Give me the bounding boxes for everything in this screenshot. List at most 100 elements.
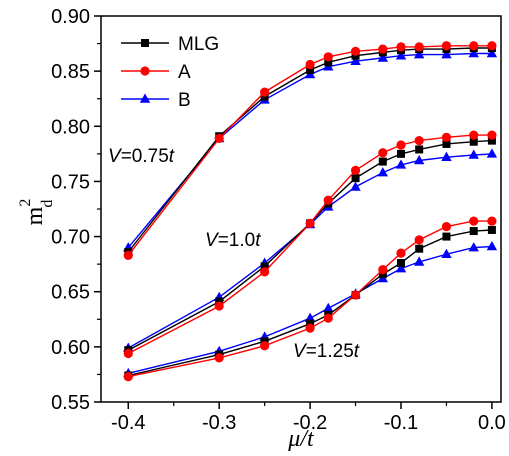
legend-marker-a — [140, 66, 150, 76]
data-point-a-2-5 — [323, 195, 333, 205]
svg-text:m2d: m2 d — [17, 199, 56, 226]
series-group-3 — [123, 216, 498, 382]
data-point-a-3-5 — [323, 313, 333, 323]
x-tick-label-4: -0.1 — [384, 412, 418, 434]
data-point-a-1-3 — [260, 87, 270, 97]
data-point-a-2-12 — [487, 130, 497, 140]
annotation-v075-v: V — [108, 146, 123, 167]
data-point-a-1-6 — [350, 46, 361, 56]
annotation-v075-value: =0.75 — [121, 146, 169, 167]
data-point-a-3-8 — [396, 248, 406, 258]
annotation-v125-v: V — [293, 341, 308, 362]
data-point-a-2-7 — [378, 148, 388, 158]
x-axis-title: μ/t — [287, 426, 315, 452]
series-group-2 — [123, 130, 498, 359]
annotation-v125: V=1.25t — [293, 341, 360, 362]
data-point-a-1-8 — [396, 42, 406, 52]
data-point-mlg-2-3 — [260, 262, 269, 271]
data-point-b-2-6 — [350, 181, 361, 191]
data-point-b-1-11 — [468, 47, 479, 58]
data-point-b-1-12 — [486, 47, 498, 58]
data-point-mlg-3-10 — [442, 232, 451, 241]
data-point-b-2-12 — [486, 148, 498, 158]
data-point-a-2-1 — [123, 348, 133, 359]
series-line-mlg-2 — [127, 139, 492, 351]
data-point-a-1-1 — [123, 250, 133, 260]
data-point-a-3-4 — [305, 323, 315, 333]
legend-marker-mlg — [141, 39, 149, 47]
data-point-a-1-7 — [378, 44, 388, 54]
data-point-a-3-6 — [350, 290, 361, 300]
data-point-b-3-11 — [468, 242, 479, 252]
data-point-mlg-2-10 — [442, 139, 451, 148]
y-tick-label-6: 0.80 — [51, 116, 90, 138]
data-point-b-2-10 — [441, 151, 452, 161]
axis-tick-labels: -0.4 -0.3 -0.2 -0.1 0.0 0.55 0.60 0.65 0.70 0.75 0… — [51, 6, 506, 434]
legend: MLG AB — [121, 34, 219, 111]
data-point-b-3-12 — [486, 240, 498, 251]
data-point-a-3-11 — [469, 216, 479, 226]
data-point-a-1-9 — [414, 42, 424, 52]
data-point-b-1-9 — [413, 49, 425, 59]
data-point-mlg-3-8 — [397, 259, 405, 268]
data-point-a-2-3 — [260, 267, 270, 277]
x-tick-label-2: -0.3 — [202, 412, 236, 434]
data-point-a-1-10 — [441, 41, 452, 51]
data-point-mlg-2-8 — [397, 149, 405, 158]
data-point-mlg-2-6 — [351, 174, 360, 183]
series-line-a-3 — [128, 220, 492, 378]
data-point-mlg-1-4 — [306, 66, 315, 75]
y-axis-title: m2 d — [17, 199, 56, 226]
series-line-mlg-3 — [128, 229, 492, 377]
y-axis-title-sup: 2 — [17, 199, 34, 207]
data-point-mlg-1-5 — [324, 58, 333, 67]
data-point-b-1-6 — [350, 55, 361, 66]
data-point-mlg-2-9 — [415, 145, 424, 154]
legend-item-a: A — [121, 62, 191, 83]
data-point-a-2-9 — [414, 136, 424, 146]
annotation-v125-value: =1.25 — [306, 341, 354, 362]
data-point-a-1-12 — [487, 41, 497, 51]
y-tick-label-5: 0.75 — [51, 171, 90, 193]
data-point-a-3-12 — [487, 216, 497, 226]
annotation-v125-t: t — [354, 341, 360, 362]
legend-item-b: B — [121, 90, 191, 111]
data-point-b-3-10 — [441, 248, 452, 259]
data-point-mlg-2-12 — [487, 136, 496, 145]
data-point-b-3-8 — [395, 263, 407, 273]
data-point-b-1-8 — [395, 50, 407, 60]
data-point-mlg-3-9 — [415, 244, 424, 253]
data-point-b-3-5 — [323, 302, 334, 313]
series-group-1 — [123, 41, 498, 260]
annotation-v075-t: t — [169, 146, 175, 167]
y-axis-title-sub: d — [39, 200, 56, 208]
data-point-b-2-11 — [468, 149, 479, 159]
data-point-a-3-10 — [441, 222, 452, 232]
legend-label-mlg: MLG — [178, 34, 219, 55]
data-point-a-2-11 — [469, 130, 479, 140]
x-tick-label-5: 0.0 — [478, 412, 506, 434]
series-line-b-1 — [127, 52, 492, 249]
data-point-mlg-2-7 — [378, 157, 387, 166]
annotation-v10-v: V — [205, 230, 220, 251]
data-point-a-3-3 — [260, 341, 270, 351]
annotation-v10-value: =1.0 — [218, 230, 256, 251]
legend-label-b: B — [178, 90, 191, 111]
plot-area — [123, 41, 498, 382]
x-tick-label-1: -0.4 — [111, 412, 145, 434]
series-line-b-3 — [128, 245, 492, 374]
data-point-a-3-7 — [378, 265, 388, 275]
data-point-a-2-8 — [396, 140, 406, 150]
data-point-a-2-6 — [350, 165, 361, 175]
data-point-b-3-4 — [304, 312, 316, 322]
y-tick-label-4: 0.70 — [51, 227, 90, 249]
data-point-mlg-3-11 — [469, 227, 478, 236]
data-point-a-2-10 — [441, 132, 452, 142]
data-point-b-1-10 — [441, 49, 452, 59]
data-point-a-1-4 — [305, 59, 315, 70]
data-point-b-2-7 — [377, 167, 389, 177]
data-point-b-3-9 — [413, 256, 425, 266]
legend-item-mlg: MLG — [121, 34, 219, 55]
series-line-b-2 — [127, 153, 492, 349]
